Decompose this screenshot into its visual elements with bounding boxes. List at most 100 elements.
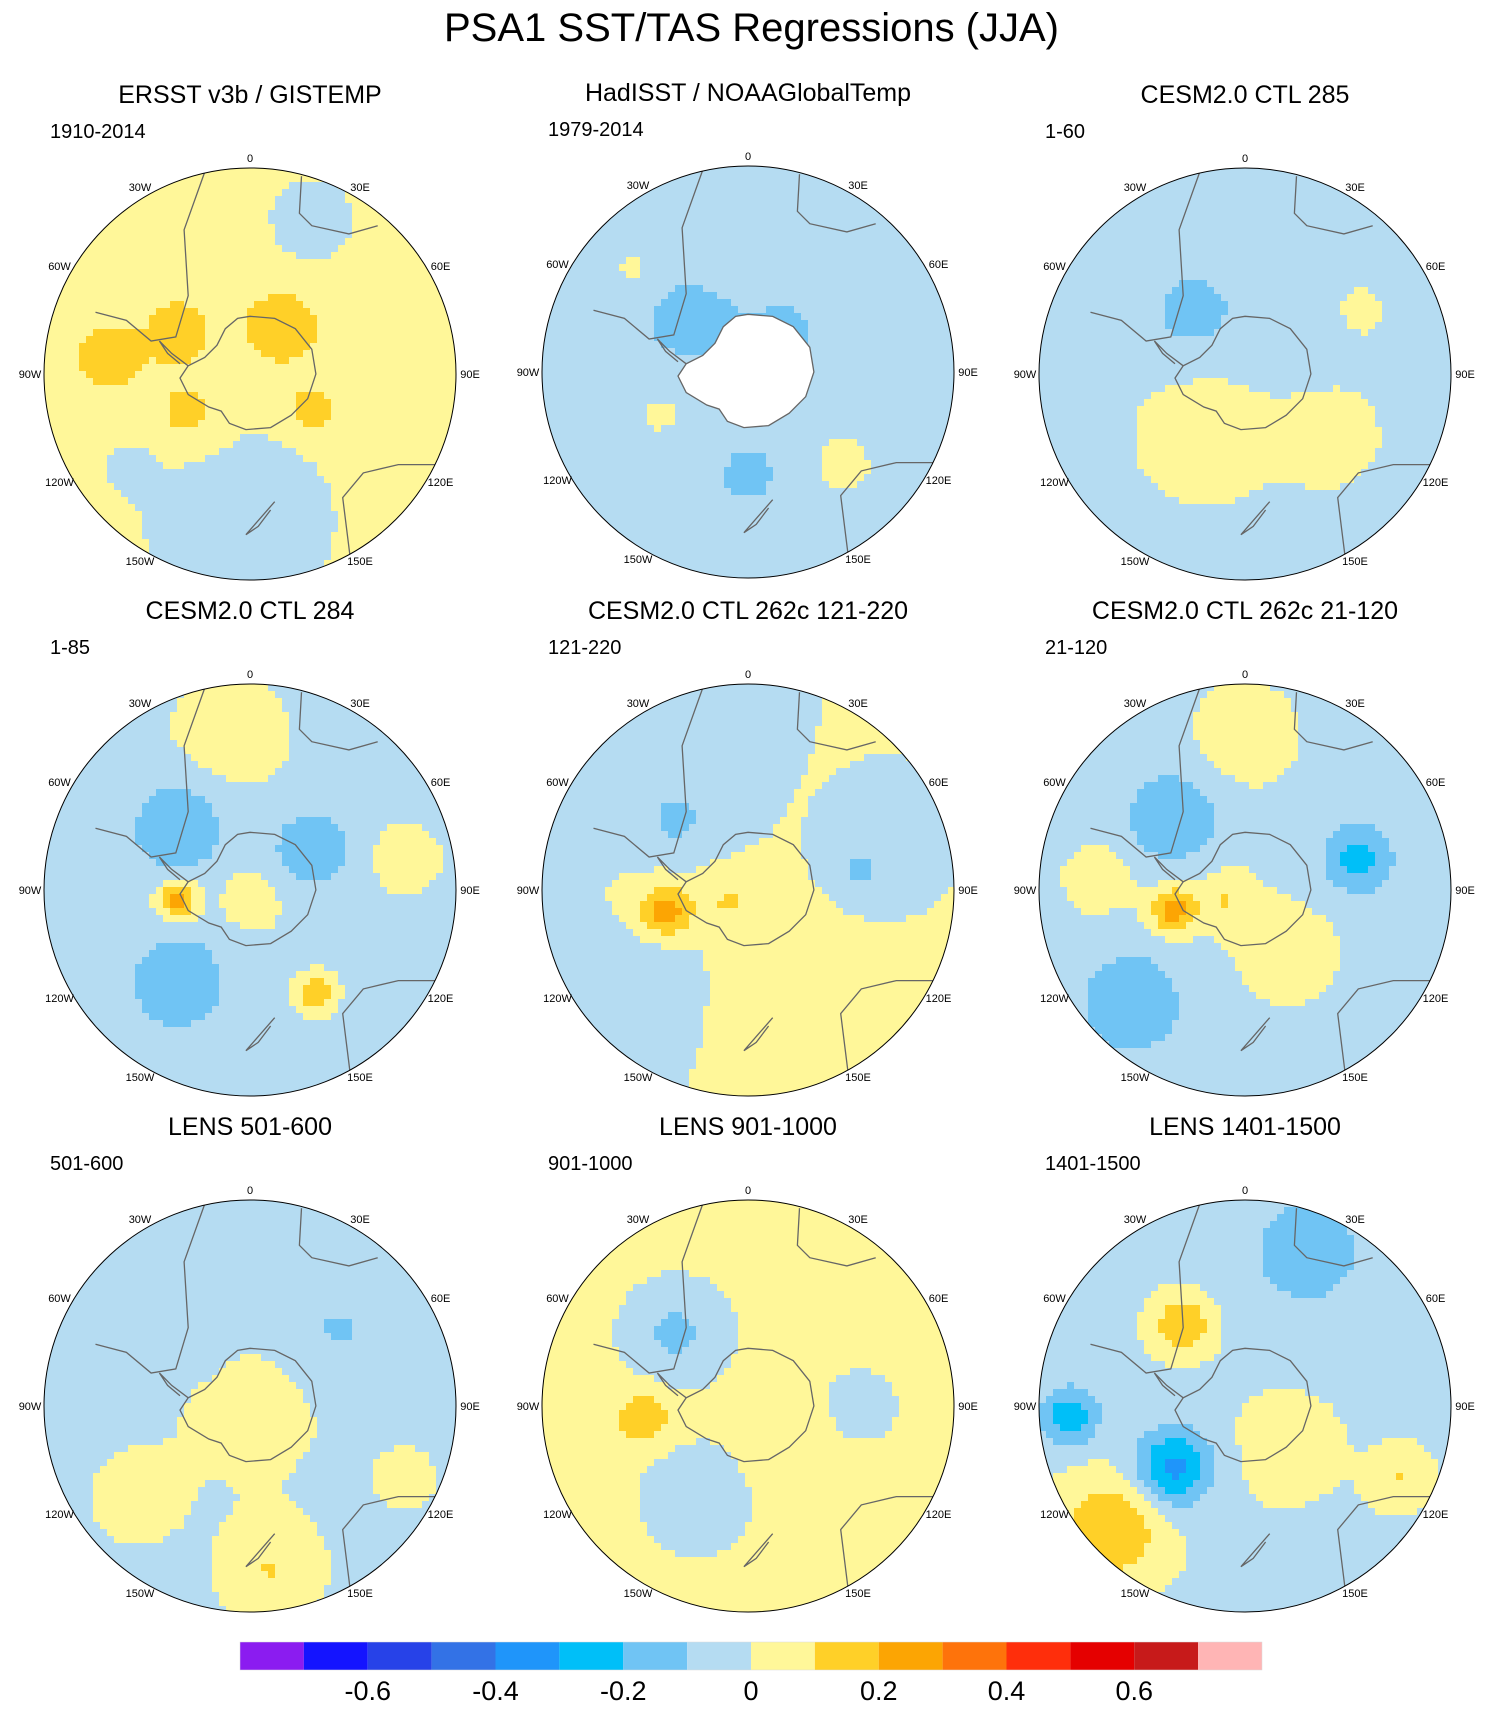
antarctica-coastline [677, 313, 815, 429]
coastline [245, 1533, 276, 1568]
map-boundary [43, 167, 457, 581]
colorbar-swatch [623, 1642, 688, 1670]
map-boundary [1038, 167, 1452, 581]
longitude-label: 150E [845, 554, 871, 566]
longitude-label: 90E [460, 369, 480, 381]
colorbar-swatch [431, 1642, 496, 1670]
longitude-label: 60E [929, 777, 949, 789]
map-panel: LENS 1401-1500 1401-1500 0 30E 60E 90E 120E 150… [1005, 1112, 1485, 1617]
antarctica-coastline [1174, 315, 1312, 431]
coastline [158, 340, 189, 367]
colorbar-tick-label: -0.6 [345, 1676, 392, 1706]
coastline [593, 687, 704, 858]
coastline [656, 338, 687, 365]
map-boundary [1038, 683, 1452, 1097]
coastline [298, 176, 378, 235]
map-panel: HadISST / NOAAGlobalTemp 1979-2014 0 30E 60E… [508, 78, 988, 583]
coastline [743, 499, 774, 534]
longitude-label: 0 [745, 151, 751, 163]
coastline [796, 174, 876, 233]
longitude-label: 30W [1124, 1214, 1147, 1226]
coastline [743, 1533, 774, 1568]
colorbar-swatch [687, 1642, 751, 1670]
antarctica-coastline [179, 315, 317, 431]
coastline [1240, 1017, 1271, 1052]
main-title: PSA1 SST/TAS Regressions (JJA) [0, 4, 1503, 52]
longitude-label: 150W [126, 1072, 155, 1084]
coastline [342, 1495, 436, 1612]
longitude-label: 0 [247, 153, 253, 165]
polar-map: 030E60E90E120E150E180150W120W90W60W30W [1014, 669, 1475, 1097]
colorbar-swatch [495, 1642, 560, 1670]
panel-title: LENS 901-1000 [508, 1112, 988, 1142]
longitude-label: 60E [929, 259, 949, 271]
map-boundary [541, 165, 955, 579]
longitude-label: 90E [1455, 369, 1475, 381]
coastline [1337, 979, 1431, 1096]
longitude-label: 120E [1423, 477, 1449, 489]
antarctica-coastline [677, 831, 815, 947]
longitude-label: 90E [958, 1401, 978, 1413]
polar-map: 030E60E90E120E150E180150W120W90W60W30W [19, 1185, 480, 1613]
colorbar-swatch [751, 1642, 815, 1670]
longitude-label: 60E [1426, 1293, 1446, 1305]
panel-period: 121-220 [548, 636, 621, 660]
coastline [1153, 856, 1184, 883]
panel-period: 1910-2014 [50, 120, 146, 144]
colorbar-tick-label: 0.4 [988, 1676, 1026, 1706]
coastline [796, 1208, 876, 1267]
panel-period: 1401-1500 [1045, 1152, 1141, 1176]
coastline [1240, 501, 1271, 536]
map-boundary [541, 1199, 955, 1613]
coastline [95, 687, 206, 858]
longitude-label: 90E [958, 885, 978, 897]
longitude-label: 150W [126, 1588, 155, 1600]
coastline [342, 979, 436, 1096]
colorbar-swatch [367, 1642, 432, 1670]
polar-map: 030E60E90E120E150E180150W120W90W60W30W [517, 151, 978, 579]
longitude-label: 90W [19, 1401, 42, 1413]
longitude-label: 120W [45, 477, 74, 489]
longitude-label: 90W [1014, 369, 1037, 381]
longitude-label: 150W [1121, 556, 1150, 568]
coastline [1293, 692, 1373, 751]
antarctica-coastline [1174, 1347, 1312, 1463]
panel-title: CESM2.0 CTL 262c 21-120 [1005, 596, 1485, 626]
panel-period: 1-85 [50, 636, 90, 660]
longitude-label: 90E [1455, 1401, 1475, 1413]
longitude-label: 120E [926, 1509, 952, 1521]
longitude-label: 120W [543, 993, 572, 1005]
map-boundary [541, 683, 955, 1097]
coastline [656, 856, 687, 883]
panel-title: CESM2.0 CTL 284 [10, 596, 490, 626]
map-panel: LENS 901-1000 901-1000 0 30E 60E 90E 120E 150E 1… [508, 1112, 988, 1617]
longitude-label: 60W [48, 777, 71, 789]
coastline [593, 169, 704, 340]
longitude-label: 150E [347, 1588, 373, 1600]
longitude-label: 90W [1014, 885, 1037, 897]
longitude-label: 150W [624, 1072, 653, 1084]
polar-map: 030E60E90E120E150E180150W120W90W60W30W [517, 1185, 978, 1613]
polar-map: 030E60E90E120E150E180150W120W90W60W30W [1014, 1185, 1475, 1613]
longitude-label: 150E [1342, 556, 1368, 568]
coastline [342, 463, 436, 580]
longitude-label: 90W [1014, 1401, 1037, 1413]
map-boundary [43, 683, 457, 1097]
coastline [840, 1495, 934, 1612]
longitude-label: 30E [350, 698, 370, 710]
longitude-label: 0 [1242, 669, 1248, 681]
longitude-label: 150E [347, 1072, 373, 1084]
longitude-label: 60W [1043, 1293, 1066, 1305]
polar-map: 030E60E90E120E150E180150W120W90W60W30W [19, 669, 480, 1097]
longitude-label: 30E [1345, 698, 1365, 710]
colorbar-tick-label: -0.4 [472, 1676, 519, 1706]
coastline [1293, 1208, 1373, 1267]
panel-period: 901-1000 [548, 1152, 633, 1176]
map-panel: ERSST v3b / GISTEMP 1910-2014 0 30E 60E 90E 12… [10, 80, 490, 585]
antarctica-coastline [179, 1347, 317, 1463]
colorbar-swatch [942, 1642, 1007, 1670]
longitude-label: 150E [1342, 1072, 1368, 1084]
colorbar-tick-label: 0.2 [860, 1676, 898, 1706]
colorbar-swatch [878, 1642, 943, 1670]
